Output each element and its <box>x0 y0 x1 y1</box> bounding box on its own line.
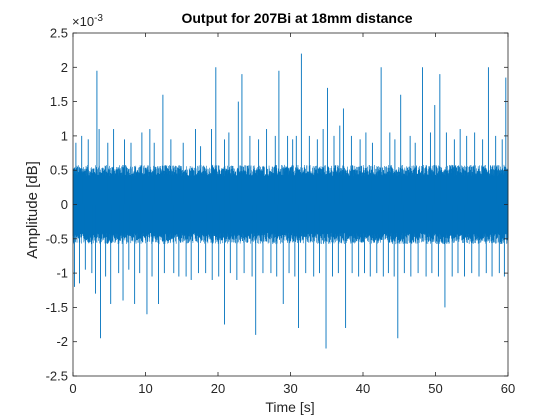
tick-layer: 0 10 20 30 40 50 60 -2.5 -2 -1.5 -1 -0.5 0 0.5 1 1.5 2 2.… <box>46 26 516 397</box>
y-axis-exponent-base: ×10 <box>72 14 94 29</box>
x-tick-label: 50 <box>428 381 442 396</box>
signal-noise-band <box>72 164 509 245</box>
x-tick-label: 10 <box>138 381 152 396</box>
y-tick-label: -1 <box>56 266 68 281</box>
x-tick-label: 40 <box>356 381 370 396</box>
x-tick-label: 20 <box>211 381 225 396</box>
y-tick-label: -1.5 <box>46 300 68 315</box>
y-axis-label: Amplitude [dB] <box>24 161 41 259</box>
plot-layer <box>72 53 509 349</box>
x-tick-label: 0 <box>69 381 76 396</box>
chart-title: Output for 207Bi at 18mm distance <box>181 10 412 26</box>
y-tick-label: -2.5 <box>46 369 68 384</box>
y-tick-label: 0.5 <box>50 163 68 178</box>
y-tick-label: 1.5 <box>50 94 68 109</box>
y-tick-label: -2 <box>56 334 68 349</box>
y-tick-label: 0 <box>61 197 68 212</box>
y-tick-label: 2 <box>61 60 68 75</box>
x-axis-label: Time [s] <box>265 399 314 415</box>
x-tick-label: 60 <box>501 381 515 396</box>
y-tick-label: 2.5 <box>50 26 68 41</box>
y-tick-label: -0.5 <box>46 231 68 246</box>
y-axis-exponent: ×10-3 <box>72 13 103 29</box>
x-tick-label: 30 <box>283 381 297 396</box>
y-axis-exponent-power: -3 <box>94 13 103 24</box>
y-tick-label: 1 <box>61 128 68 143</box>
